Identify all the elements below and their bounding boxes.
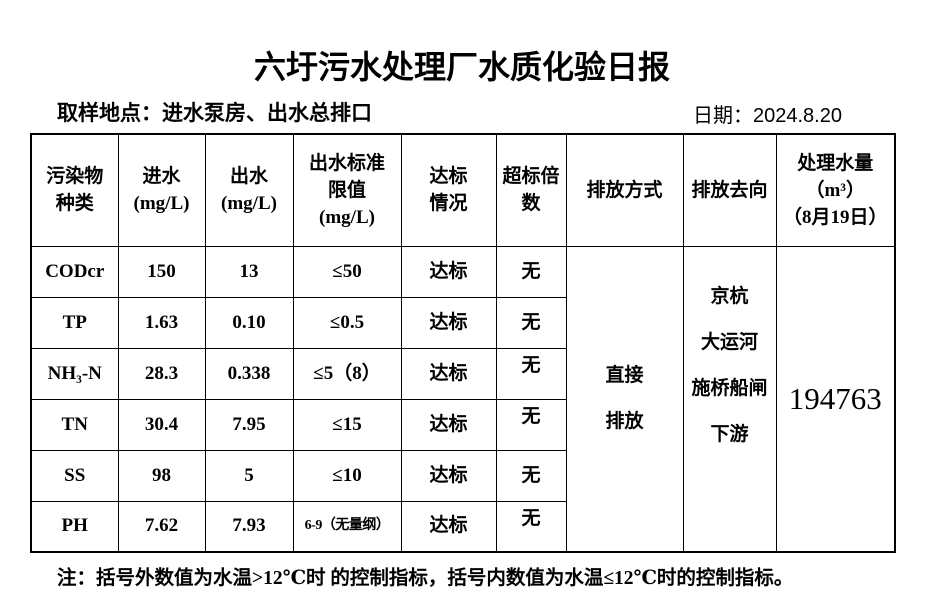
compliance-status-cell: 达标: [400, 296, 497, 349]
table-row-ss: SS 98 5 ≤10 达标 无: [30, 449, 895, 502]
pollutant-name-cell: SS: [30, 449, 119, 502]
column-header-discharge-method: 排放方式: [565, 133, 684, 247]
standard-limit-cell: ≤5（8）: [292, 347, 402, 400]
effluent-value-cell: 13: [204, 245, 294, 298]
standard-limit-cell: ≤15: [292, 398, 402, 451]
pollutant-name-cell: NH₃-N: [30, 347, 119, 400]
standard-limit-cell: ≤10: [292, 449, 402, 502]
effluent-value-cell: 0.338: [204, 347, 294, 400]
pollutant-name-cell: PH: [30, 500, 119, 553]
column-header-treated-water-volume: 处理水量 （m³） （8月19日）: [775, 133, 896, 247]
exceedance-cell: 无: [495, 398, 567, 451]
compliance-status-cell: 达标: [400, 245, 497, 298]
column-header-pollutant-type: 污染物 种类: [30, 133, 119, 247]
effluent-value-cell: 5: [204, 449, 294, 502]
pollutant-name-cell: CODcr: [30, 245, 119, 298]
influent-value-cell: 1.63: [117, 296, 206, 349]
pollutant-name-cell: TN: [30, 398, 119, 451]
column-header-compliance-status: 达标 情况: [400, 133, 497, 247]
table-row-ph: PH 7.62 7.93 6-9（无量纲） 达标 无: [30, 500, 895, 553]
standard-limit-cell: ≤0.5: [292, 296, 402, 349]
column-header-influent: 进水 (mg/L): [117, 133, 206, 247]
column-header-effluent-standard-limit: 出水标准 限值 (mg/L): [292, 133, 402, 247]
standard-limit-cell: ≤50: [292, 245, 402, 298]
effluent-value-cell: 7.93: [204, 500, 294, 553]
effluent-value-cell: 7.95: [204, 398, 294, 451]
pollutant-name-cell: TP: [30, 296, 119, 349]
column-header-exceedance-multiple: 超标倍 数: [495, 133, 567, 247]
compliance-status-cell: 达标: [400, 398, 497, 451]
influent-value-cell: 28.3: [117, 347, 206, 400]
water-quality-table: 污染物 种类 进水 (mg/L) 出水 (mg/L) 出水标准 限值 (mg/L…: [30, 133, 896, 553]
discharge-destination-cell: 京杭 大运河 施桥船闸 下游: [682, 245, 777, 553]
influent-value-cell: 98: [117, 449, 206, 502]
column-header-discharge-destination: 排放去向: [682, 133, 777, 247]
exceedance-cell: 无: [495, 245, 567, 298]
report-date-label: 日期：2024.8.20: [693, 105, 842, 127]
header-row: 污染物 种类 进水 (mg/L) 出水 (mg/L) 出水标准 限值 (mg/L…: [30, 133, 896, 247]
page-title: 六圩污水处理厂水质化验日报: [253, 49, 670, 85]
effluent-value-cell: 0.10: [204, 296, 294, 349]
sampling-location-label: 取样地点：进水泵房、出水总排口: [57, 101, 372, 125]
table-row-tp: TP 1.63 0.10 ≤0.5 达标 无: [30, 296, 895, 349]
compliance-status-cell: 达标: [400, 449, 497, 502]
compliance-status-cell: 达标: [400, 347, 497, 400]
table-row-codcr: CODcr 150 13 ≤50 达标 无 直接 排放 京杭 大运河 施桥船闸 …: [30, 245, 896, 553]
column-header-effluent: 出水 (mg/L): [204, 133, 294, 247]
exceedance-cell: 无: [495, 296, 567, 349]
influent-value-cell: 30.4: [117, 398, 206, 451]
exceedance-cell: 无: [495, 347, 567, 400]
footnote: 注：括号外数值为水温>12℃时 的控制指标，括号内数值为水温≤12℃时的控制指标…: [57, 568, 794, 589]
treated-water-volume-cell: 194763: [775, 245, 896, 553]
standard-limit-cell: 6-9（无量纲）: [292, 500, 402, 553]
influent-value-cell: 7.62: [117, 500, 206, 553]
exceedance-cell: 无: [495, 449, 567, 502]
influent-value-cell: 150: [117, 245, 206, 298]
exceedance-cell: 无: [495, 500, 567, 553]
compliance-status-cell: 达标: [400, 500, 497, 553]
table-row-nh3n: NH₃-N 28.3 0.338 ≤5（8） 达标 无: [30, 347, 895, 400]
table-row-tn: TN 30.4 7.95 ≤15 达标 无: [30, 398, 895, 451]
discharge-method-cell: 直接 排放: [565, 245, 684, 553]
